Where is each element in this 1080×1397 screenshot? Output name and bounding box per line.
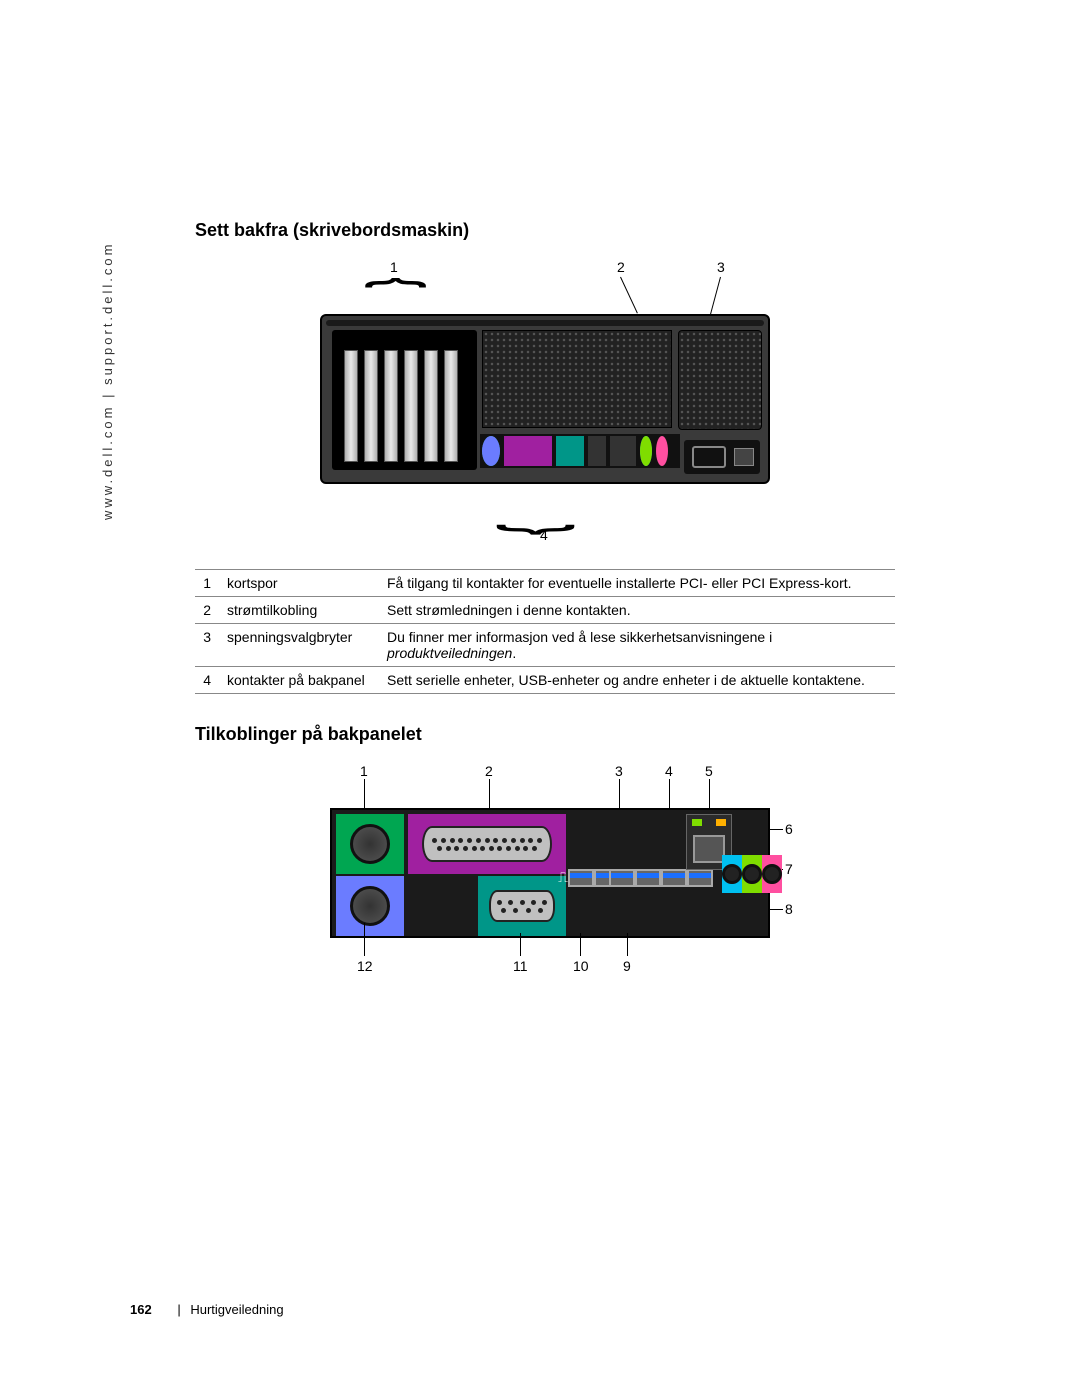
diagram-back-panel: 1 2 3 4 5 6 7 8 — [295, 763, 795, 983]
callout-d2-4: 4 — [665, 763, 673, 779]
table-row: 3 spenningsvalgbryter Du finner mer info… — [195, 624, 895, 667]
ps2-mouse-port — [336, 814, 404, 874]
row-term: kortspor — [219, 570, 379, 597]
usb-port — [609, 869, 635, 887]
page-content: Sett bakfra (skrivebordsmaskin) 1 2 3 ⏞ — [195, 220, 895, 983]
row-num: 3 — [195, 624, 219, 667]
card-slots — [332, 330, 477, 470]
usb-port — [635, 869, 661, 887]
callout-d2-8: 8 — [785, 901, 793, 917]
page-footer: 162 | Hurtigveiledning — [130, 1302, 284, 1317]
row-term: kontakter på bakpanel — [219, 667, 379, 694]
row-desc: Sett serielle enheter, USB-enheter og an… — [379, 667, 895, 694]
callout-d2-10: 10 — [573, 958, 589, 974]
table-row: 4 kontakter på bakpanel Sett serielle en… — [195, 667, 895, 694]
row-desc: Sett strømledningen i denne kontakten. — [379, 597, 895, 624]
back-panel: ⎍ — [330, 808, 770, 938]
audio-jacks — [736, 814, 768, 936]
parallel-port — [408, 814, 566, 874]
vent-psu — [678, 330, 762, 430]
usb-port — [661, 869, 687, 887]
serial-port — [478, 876, 566, 936]
ps2-keyboard-port — [336, 876, 404, 936]
link-led — [692, 819, 702, 826]
row-num: 1 — [195, 570, 219, 597]
heading-rear-view: Sett bakfra (skrivebordsmaskin) — [195, 220, 895, 241]
row-desc: Du finner mer informasjon ved å lese sik… — [379, 624, 895, 667]
usb-column-b — [640, 814, 682, 936]
callout-1: 1 — [390, 259, 398, 275]
usb-port — [568, 869, 594, 887]
callout-d2-11: 11 — [513, 958, 528, 974]
callout-d2-12: 12 — [357, 958, 373, 974]
footer-sep: | — [171, 1302, 186, 1317]
table-row: 2 strømtilkobling Sett strømledningen i … — [195, 597, 895, 624]
callout-d2-1: 1 — [360, 763, 368, 779]
callout-d2-6: 6 — [785, 821, 793, 837]
mic-jack — [762, 855, 782, 893]
usb-icon: ⎍ — [558, 869, 568, 886]
callout-d2-7: 7 — [785, 861, 793, 877]
pc-chassis — [320, 314, 770, 484]
callout-d2-3: 3 — [615, 763, 623, 779]
usb-port — [687, 869, 713, 887]
row-num: 4 — [195, 667, 219, 694]
rear-desc-table: 1 kortspor Få tilgang til kontakter for … — [195, 569, 895, 694]
io-strip-small — [480, 434, 680, 468]
callout-d2-9: 9 — [623, 958, 631, 974]
diagram-rear-desktop: 1 2 3 ⏞ — [285, 259, 805, 549]
row-desc: Få tilgang til kontakter for eventuelle … — [379, 570, 895, 597]
brace-bottom: ⏟ — [495, 487, 576, 529]
callout-d2-5: 5 — [705, 763, 713, 779]
callout-3: 3 — [717, 259, 725, 275]
row-num: 2 — [195, 597, 219, 624]
page-number: 162 — [130, 1302, 152, 1317]
row-term: spenningsvalgbryter — [219, 624, 379, 667]
callout-4: 4 — [540, 527, 548, 543]
panel-blank — [408, 876, 474, 936]
callout-2: 2 — [617, 259, 625, 275]
line-out-jack — [742, 855, 762, 893]
side-url-text: www.dell.com | support.dell.com — [100, 242, 115, 520]
callout-d2-2: 2 — [485, 763, 493, 779]
row-term: strømtilkobling — [219, 597, 379, 624]
vent-center — [482, 330, 672, 428]
table-row: 1 kortspor Få tilgang til kontakter for … — [195, 570, 895, 597]
psu-area — [684, 440, 760, 474]
footer-title: Hurtigveiledning — [190, 1302, 283, 1317]
power-connector — [692, 446, 726, 468]
voltage-switch — [734, 448, 754, 466]
line-in-jack — [722, 855, 742, 893]
heading-back-panel: Tilkoblinger på bakpanelet — [195, 724, 895, 745]
activity-led — [716, 819, 726, 826]
